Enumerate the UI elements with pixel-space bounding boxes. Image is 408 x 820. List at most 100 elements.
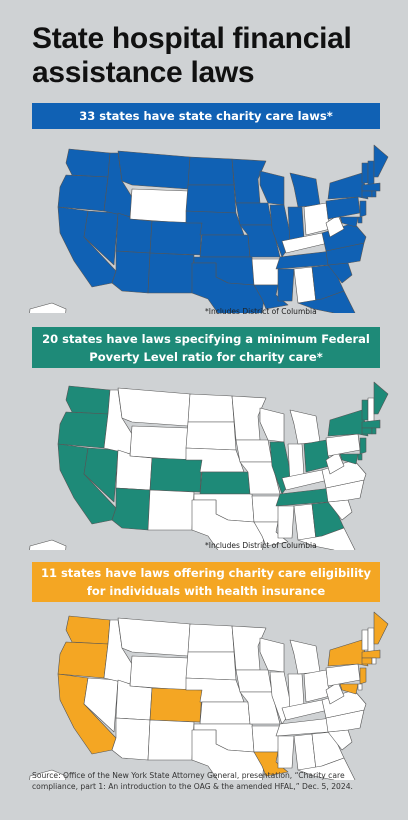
state-mn [231,625,267,671]
state-wi [259,407,285,443]
state-nd [187,393,235,423]
state-ak [29,302,67,313]
state-sd [185,184,237,214]
banner-text: 20 states have laws specifying a minimum… [42,331,370,364]
state-mo [239,461,281,495]
state-ks [199,234,251,258]
state-ar [251,725,281,753]
banner-text: 33 states have state charity care laws* [79,109,333,123]
state-or [57,174,109,212]
state-fl [297,290,356,313]
state-ct [361,190,373,198]
state-me [373,144,389,178]
state-vt [361,162,369,184]
state-wy [129,188,189,224]
state-nj [359,437,367,455]
state-ia [235,669,273,693]
state-pa [325,196,361,220]
state-mt [117,150,191,190]
state-wy [129,655,189,691]
state-mn [231,395,267,441]
state-nm [147,252,195,294]
state-co [149,687,203,723]
state-de [357,216,363,224]
state-oh [303,202,331,236]
state-ak [29,769,67,780]
state-ia [235,439,273,463]
us-map-charity-care [29,144,389,313]
page-title: State hospital financial assistance laws [32,22,352,89]
state-wa [65,385,111,415]
state-co [149,220,203,256]
state-nm [147,489,195,531]
state-ri [371,427,377,435]
state-az [111,717,151,761]
banner-insured-eligibility: 11 states have laws offering charity car… [32,562,380,602]
state-wi [259,637,285,673]
state-me [373,381,389,415]
state-me [373,611,389,645]
state-mo [239,691,281,725]
state-nv [83,677,119,733]
state-ny [327,409,369,437]
state-ne [185,210,245,236]
us-map-insured-eligibility [29,611,389,780]
state-de [357,683,363,691]
state-ma [361,649,381,659]
state-fl [297,527,356,550]
state-tx [191,262,265,313]
banner-charity-care-laws: 33 states have state charity care laws* [32,103,380,129]
state-wy [129,425,189,461]
state-vt [361,629,369,651]
state-md [339,683,359,695]
us-map-fpl-ratio [29,381,389,550]
state-mi [289,639,321,675]
state-mt [117,617,191,657]
state-ne [185,447,245,473]
state-nj [359,200,367,218]
state-ia [235,202,273,226]
state-ms [277,735,295,769]
state-ar [251,258,281,286]
state-wi [259,170,285,206]
state-sd [185,651,237,681]
state-fl [297,757,356,780]
state-mt [117,387,191,427]
state-ks [199,471,251,495]
state-ma [361,182,381,192]
state-nm [147,719,195,761]
state-tx [191,499,265,550]
state-nd [187,156,235,186]
state-ma [361,419,381,429]
footnote-dc: *Includes District of Columbia [205,307,317,316]
state-nv [83,447,119,503]
state-az [111,487,151,531]
state-md [339,216,359,228]
state-wa [65,148,111,178]
state-tx [191,729,265,780]
state-wa [65,615,111,645]
banner-fpl-ratio: 20 states have laws specifying a minimum… [32,327,380,368]
state-ms [277,268,295,302]
state-nh [367,627,375,653]
state-ms [277,505,295,539]
state-ar [251,495,281,523]
state-ri [371,657,377,665]
state-co [149,457,203,493]
state-pa [325,433,361,457]
state-mi [289,409,321,445]
state-ny [327,172,369,200]
state-az [111,250,151,294]
state-nh [367,397,375,423]
state-mi [289,172,321,208]
state-nj [359,667,367,685]
state-mn [231,158,267,204]
state-ks [199,701,251,725]
state-nd [187,623,235,653]
state-mo [239,224,281,258]
state-sd [185,421,237,451]
state-ct [361,657,373,665]
state-ct [361,427,373,435]
state-de [357,453,363,461]
state-ny [327,639,369,667]
